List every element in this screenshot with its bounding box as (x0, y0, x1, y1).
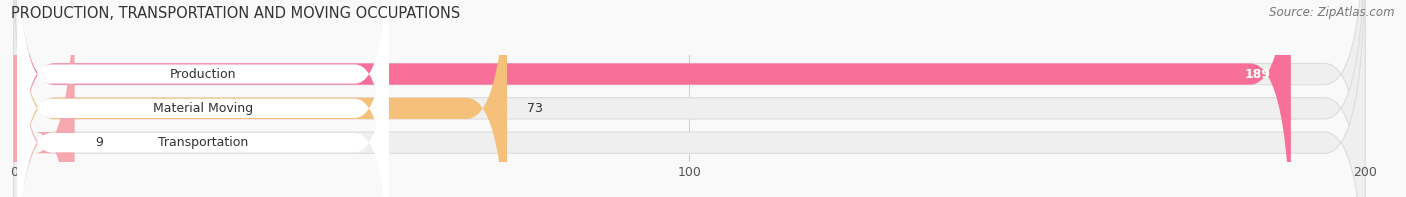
FancyBboxPatch shape (14, 0, 1291, 197)
FancyBboxPatch shape (17, 0, 389, 197)
Text: 9: 9 (94, 136, 103, 149)
FancyBboxPatch shape (17, 0, 389, 197)
FancyBboxPatch shape (14, 0, 1365, 197)
FancyBboxPatch shape (14, 0, 1365, 197)
FancyBboxPatch shape (14, 0, 1365, 197)
Text: PRODUCTION, TRANSPORTATION AND MOVING OCCUPATIONS: PRODUCTION, TRANSPORTATION AND MOVING OC… (11, 6, 461, 21)
Text: Source: ZipAtlas.com: Source: ZipAtlas.com (1270, 6, 1395, 19)
Text: 189: 189 (1244, 68, 1271, 81)
Text: Transportation: Transportation (157, 136, 247, 149)
FancyBboxPatch shape (14, 0, 508, 197)
Text: Material Moving: Material Moving (153, 102, 253, 115)
FancyBboxPatch shape (17, 0, 389, 197)
Text: 73: 73 (527, 102, 543, 115)
FancyBboxPatch shape (14, 0, 75, 197)
Text: Production: Production (170, 68, 236, 81)
